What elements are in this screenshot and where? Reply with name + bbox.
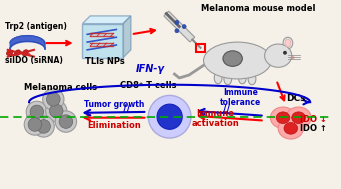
Ellipse shape: [291, 57, 294, 59]
Circle shape: [30, 105, 44, 119]
Text: Melanoma mouse model: Melanoma mouse model: [201, 4, 315, 13]
Ellipse shape: [292, 112, 305, 124]
Text: //: //: [123, 104, 130, 114]
Ellipse shape: [14, 50, 20, 56]
Circle shape: [26, 101, 47, 122]
Text: IDO ↑: IDO ↑: [300, 124, 327, 133]
Circle shape: [24, 114, 46, 135]
Ellipse shape: [6, 50, 13, 55]
Ellipse shape: [276, 112, 290, 124]
Circle shape: [283, 51, 287, 55]
Circle shape: [46, 92, 60, 106]
Ellipse shape: [223, 51, 242, 66]
Circle shape: [49, 104, 63, 118]
Polygon shape: [83, 24, 123, 58]
Ellipse shape: [23, 50, 28, 56]
Text: Tumor growth: Tumor growth: [84, 100, 145, 109]
Text: CD8⁺ T cells: CD8⁺ T cells: [120, 81, 177, 90]
Ellipse shape: [265, 44, 292, 67]
Ellipse shape: [270, 107, 296, 128]
Text: DCs: DCs: [286, 94, 306, 103]
Ellipse shape: [286, 107, 311, 128]
Polygon shape: [83, 16, 131, 24]
Ellipse shape: [224, 73, 232, 85]
Text: IFN-γ: IFN-γ: [136, 64, 165, 74]
Circle shape: [55, 111, 77, 132]
Circle shape: [37, 120, 50, 133]
Text: IDO ↓: IDO ↓: [300, 115, 327, 124]
Ellipse shape: [283, 37, 293, 49]
Text: TLIs NPs: TLIs NPs: [85, 57, 125, 66]
Text: Melanoma cells: Melanoma cells: [24, 83, 98, 92]
Circle shape: [157, 104, 182, 129]
Ellipse shape: [238, 72, 246, 84]
Circle shape: [148, 95, 191, 138]
Text: //: //: [223, 104, 230, 114]
Circle shape: [28, 118, 42, 131]
Text: Immune
tolerance: Immune tolerance: [220, 88, 261, 107]
Text: Immune
activation: Immune activation: [191, 109, 239, 128]
Circle shape: [175, 29, 179, 33]
Circle shape: [59, 115, 73, 128]
Circle shape: [46, 100, 67, 122]
Circle shape: [182, 25, 186, 29]
Ellipse shape: [284, 122, 298, 134]
Text: siIDO (siRNA): siIDO (siRNA): [5, 57, 63, 65]
Circle shape: [43, 89, 64, 110]
Ellipse shape: [278, 118, 303, 139]
Ellipse shape: [204, 42, 271, 79]
Ellipse shape: [285, 39, 291, 47]
Circle shape: [33, 116, 54, 137]
Polygon shape: [164, 11, 195, 42]
Text: Trp2 (antigen): Trp2 (antigen): [5, 22, 67, 30]
Text: Elimination: Elimination: [88, 121, 141, 130]
Ellipse shape: [214, 72, 222, 84]
Bar: [196, 44, 205, 52]
Circle shape: [175, 20, 179, 24]
Ellipse shape: [248, 73, 256, 85]
Polygon shape: [123, 16, 131, 58]
